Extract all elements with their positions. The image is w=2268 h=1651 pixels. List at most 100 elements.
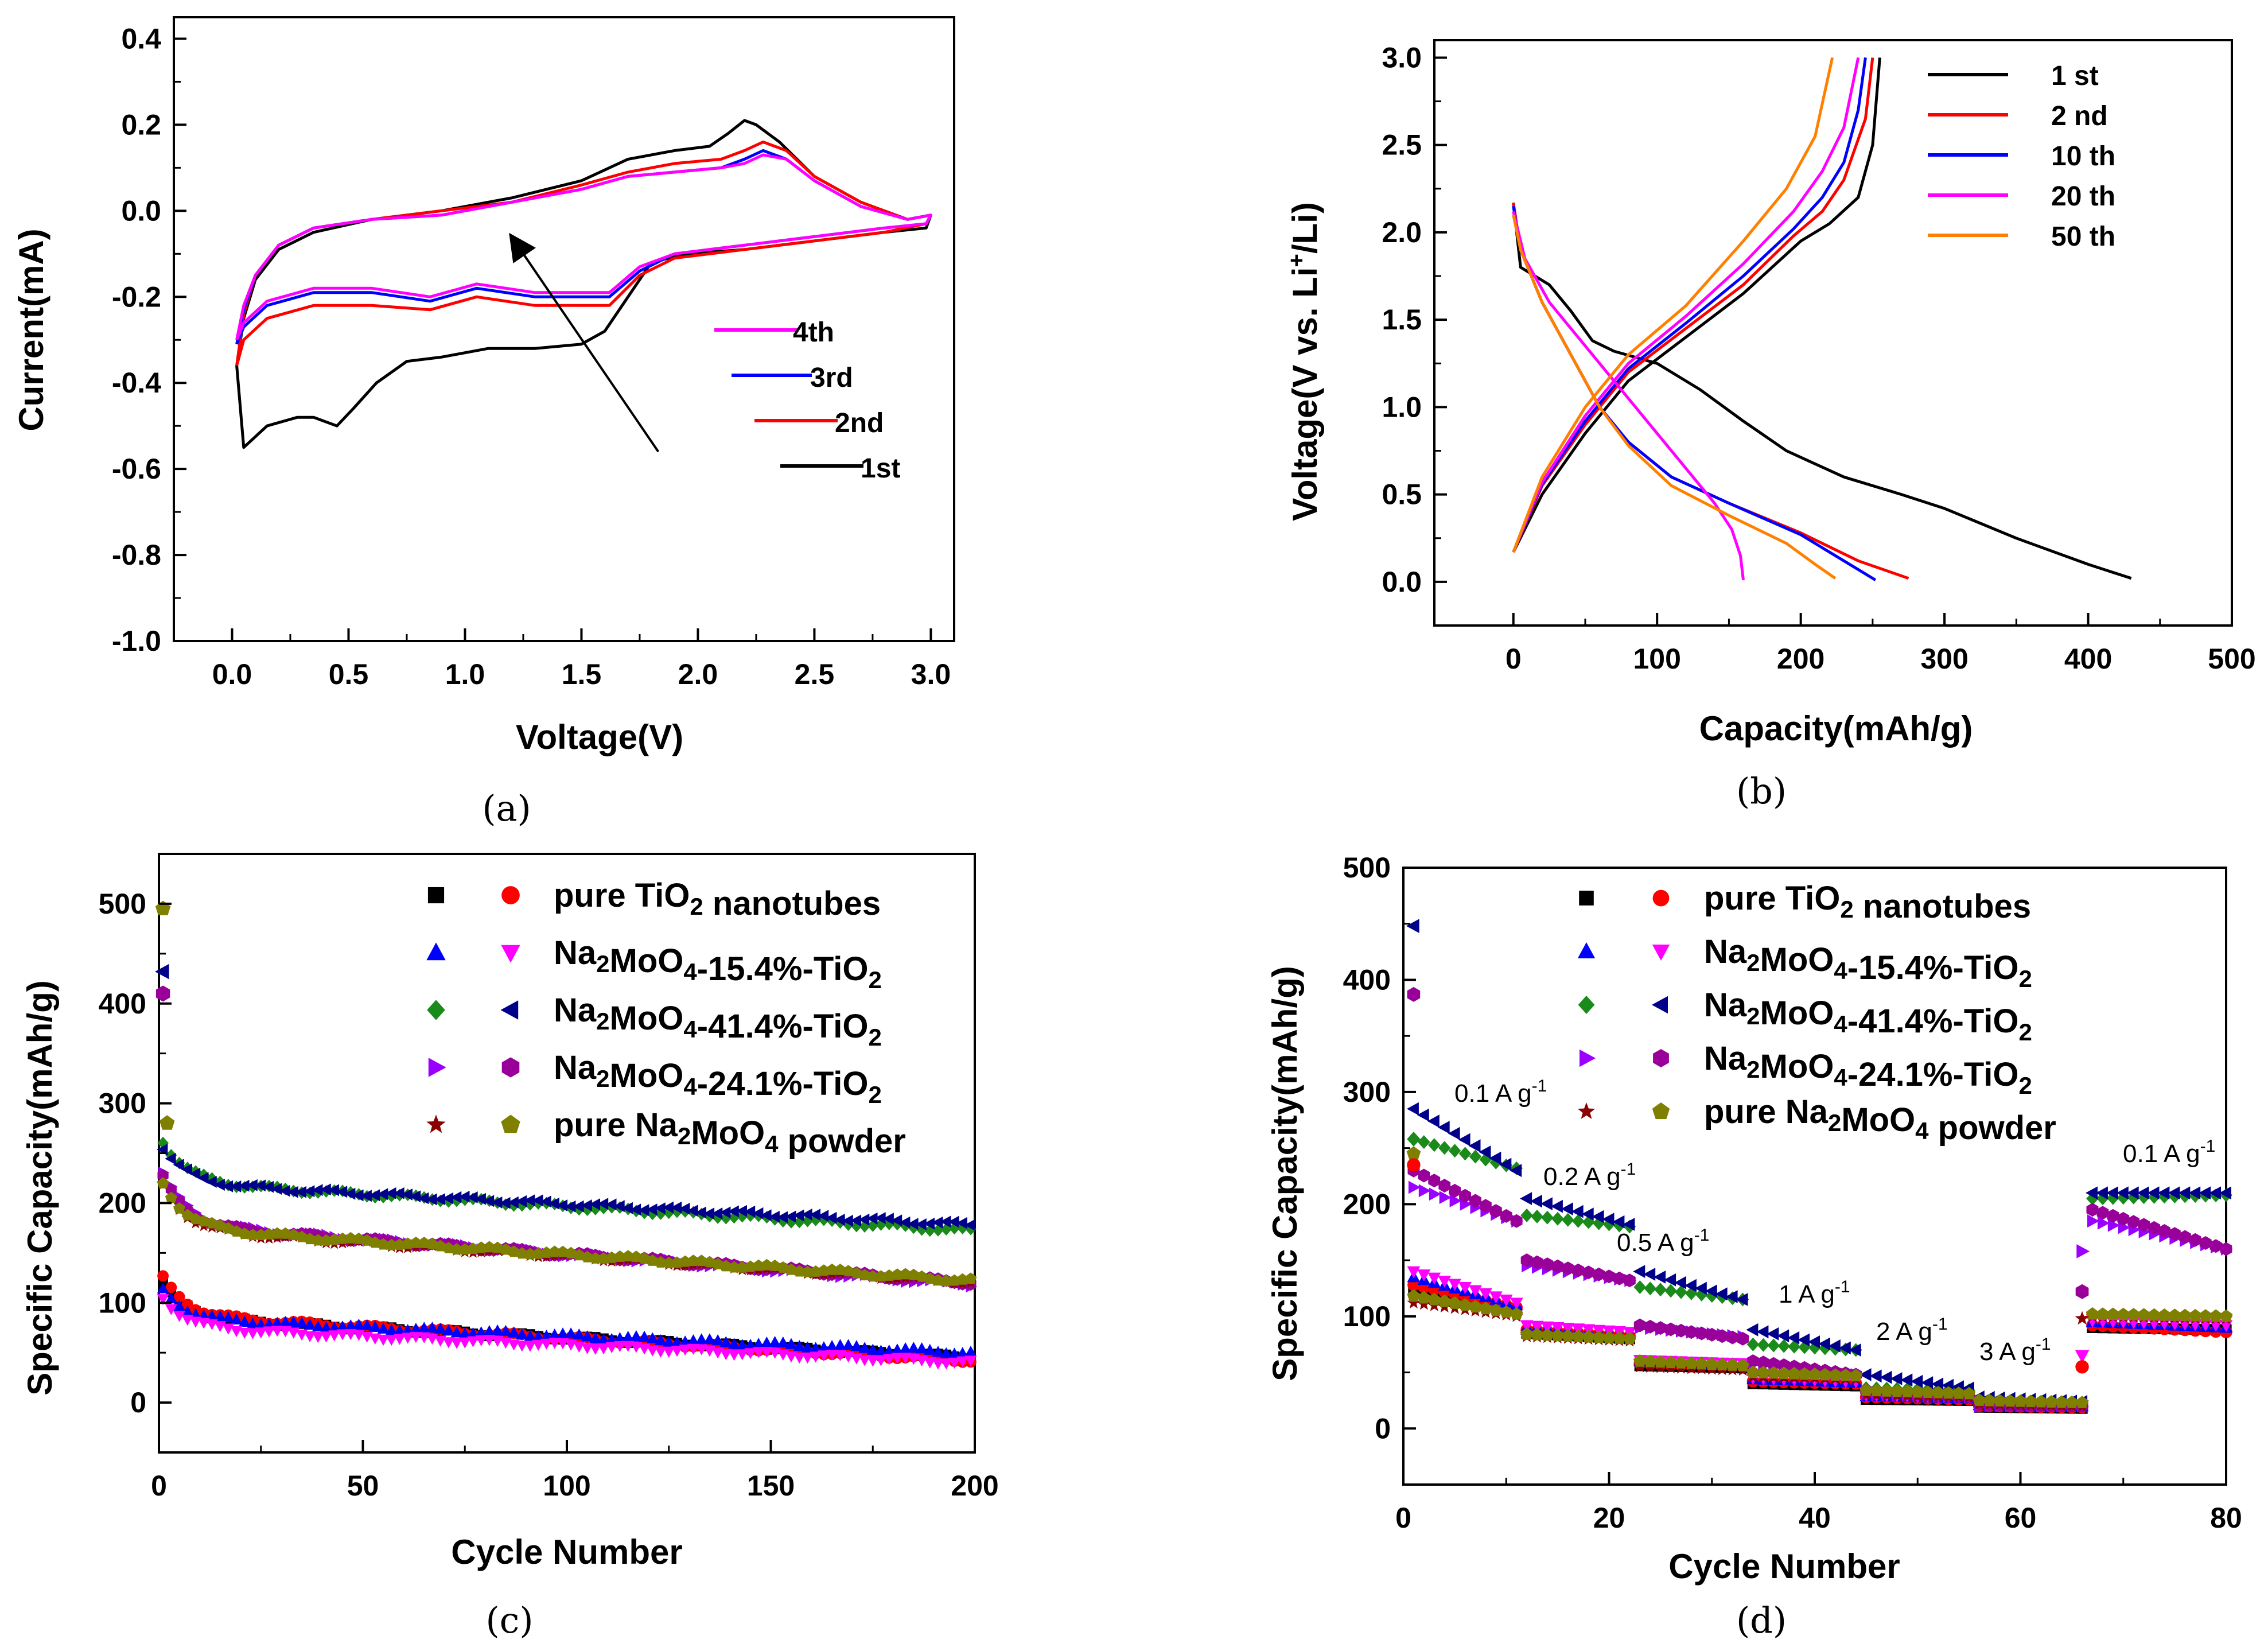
data-point-c-2 xyxy=(524,1330,536,1341)
data-point-d-9 xyxy=(2086,1307,2099,1320)
c-ytick-label: 300 xyxy=(99,1087,146,1120)
data-point-c-9 xyxy=(352,1232,365,1244)
data-point-c-9 xyxy=(736,1261,749,1273)
ticks-b: 0 100 200 300 400 500 3.0 2.5 2.0 1.5 1.0 0.5 0.0 xyxy=(1382,41,2255,675)
data-point-c-3 xyxy=(752,1347,765,1358)
data-point-c-5 xyxy=(221,1180,234,1192)
data-point-c-9 xyxy=(875,1270,887,1282)
data-point-c-9 xyxy=(475,1241,488,1253)
data-point-c-5 xyxy=(238,1179,250,1192)
data-point-c-9 xyxy=(418,1237,430,1248)
data-point-c-5 xyxy=(671,1201,682,1214)
b-ytick-label: 1.5 xyxy=(1382,304,1422,336)
first-point-d-3 xyxy=(1406,1146,1421,1160)
data-point-d-5 xyxy=(2209,1186,2222,1200)
data-point-c-9 xyxy=(924,1272,936,1284)
data-point-c-3 xyxy=(671,1346,683,1357)
data-point-c-2 xyxy=(189,1308,202,1319)
data-point-d-3 xyxy=(1407,1266,1421,1279)
legend-marker-c-legend-1a xyxy=(426,942,446,961)
data-point-c-1 xyxy=(181,1298,193,1310)
data-point-c-5 xyxy=(776,1211,788,1223)
data-point-c-2 xyxy=(320,1321,332,1333)
data-point-d-5 xyxy=(1818,1337,1830,1351)
data-point-d-9 xyxy=(1592,1330,1605,1343)
data-point-d-9 xyxy=(1849,1369,1863,1382)
data-point-c-5 xyxy=(556,1199,568,1211)
data-point-d-7 xyxy=(1459,1188,1471,1203)
data-point-d-7 xyxy=(2189,1233,2201,1247)
legend-label-4th: 4th xyxy=(793,317,834,348)
data-point-d-4 xyxy=(1644,1281,1656,1296)
data-point-c-5 xyxy=(466,1191,478,1203)
data-point-d-8 xyxy=(1407,1296,1421,1309)
data-point-d-9 xyxy=(1469,1300,1482,1313)
data-point-d-5 xyxy=(1437,1121,1450,1134)
data-point-c-5 xyxy=(744,1205,756,1218)
data-point-d-5 xyxy=(1489,1151,1501,1165)
data-point-d-6 xyxy=(1439,1191,1452,1204)
data-point-d-9 xyxy=(1973,1393,1986,1407)
data-point-d-9 xyxy=(1427,1292,1441,1306)
data-point-c-2 xyxy=(728,1338,740,1349)
data-point-d-9 xyxy=(1859,1383,1873,1396)
data-point-d-9 xyxy=(1777,1366,1791,1379)
c-ytick-label: 200 xyxy=(99,1187,146,1219)
legend-marker-d-legend-4a xyxy=(1577,1102,1596,1119)
data-point-c-9 xyxy=(826,1263,838,1275)
data-point-c-4 xyxy=(736,1210,748,1223)
data-point-d-7 xyxy=(2168,1227,2181,1241)
legend-marker-d-legend-3a xyxy=(1580,1049,1596,1067)
a-ytick-label: 0.4 xyxy=(121,22,161,55)
data-point-c-2 xyxy=(173,1300,185,1311)
data-point-c-2 xyxy=(247,1318,259,1329)
data-point-c-3 xyxy=(394,1334,406,1345)
data-point-d-7 xyxy=(2138,1218,2150,1232)
data-point-d-7 xyxy=(1593,1267,1605,1281)
a-ytick-label: -0.2 xyxy=(112,281,161,313)
data-point-c-5 xyxy=(613,1200,625,1213)
data-point-c-3 xyxy=(663,1346,675,1358)
rate-label-5: 3 A g-1 xyxy=(1979,1335,2051,1366)
data-point-d-7 xyxy=(1603,1269,1615,1284)
first-point-d-9 xyxy=(2075,1284,2089,1299)
data-point-d-5 xyxy=(1612,1215,1625,1229)
data-point-c-3 xyxy=(826,1350,838,1361)
data-point-c-2 xyxy=(760,1337,773,1348)
data-point-d-5 xyxy=(1859,1368,1872,1381)
data-point-c-5 xyxy=(279,1184,290,1197)
data-point-d-7 xyxy=(2148,1221,2160,1235)
data-point-c-5 xyxy=(850,1214,862,1227)
legend-label-1st-b: 1 st xyxy=(2051,61,2099,91)
c-xtick-label: 100 xyxy=(543,1470,590,1502)
rate-label-2: 0.5 A g-1 xyxy=(1617,1226,1709,1257)
data-point-d-9 xyxy=(1685,1356,1698,1369)
data-point-d-9 xyxy=(2004,1394,2017,1407)
data-point-c-9 xyxy=(450,1243,463,1255)
data-point-c-2 xyxy=(875,1345,887,1356)
data-point-d-7 xyxy=(1757,1355,1769,1370)
data-point-d-6 xyxy=(1418,1184,1431,1198)
data-point-c-2 xyxy=(458,1327,471,1339)
data-point-c-5 xyxy=(385,1187,396,1199)
data-point-c-9 xyxy=(728,1261,740,1273)
y-axis-label-c: Specific Capacity(mAh/g) xyxy=(21,980,59,1396)
data-point-c-5 xyxy=(826,1211,837,1224)
data-point-c-5 xyxy=(728,1205,739,1218)
data-point-d-5 xyxy=(1417,1108,1429,1122)
data-point-c-5 xyxy=(629,1203,641,1216)
legend-marker-c-legend-2a xyxy=(427,1000,445,1020)
data-point-c-2 xyxy=(271,1316,283,1328)
rate-label-1: 0.2 A g-1 xyxy=(1543,1160,1636,1191)
data-point-c-3 xyxy=(605,1342,618,1354)
data-point-c-5 xyxy=(548,1197,559,1210)
data-point-d-7 xyxy=(2209,1239,2222,1253)
c-ytick-label: 0 xyxy=(130,1386,146,1419)
plot-frame-b xyxy=(1433,39,2233,627)
data-point-c-9 xyxy=(891,1268,904,1280)
legend-label-10th-b: 10 th xyxy=(2051,141,2115,172)
data-point-c-3 xyxy=(238,1327,251,1339)
panel-label-c: (c) xyxy=(485,1599,533,1641)
data-point-d-5 xyxy=(1633,1265,1645,1278)
data-point-c-5 xyxy=(679,1202,690,1215)
